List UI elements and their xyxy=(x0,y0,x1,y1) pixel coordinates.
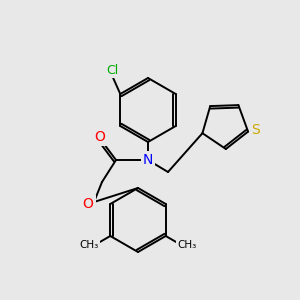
Text: O: O xyxy=(82,197,93,211)
Text: N: N xyxy=(143,153,153,167)
Text: CH₃: CH₃ xyxy=(79,240,98,250)
Text: O: O xyxy=(94,130,105,144)
Text: CH₃: CH₃ xyxy=(178,240,197,250)
Text: S: S xyxy=(251,123,260,136)
Text: Cl: Cl xyxy=(106,64,118,76)
